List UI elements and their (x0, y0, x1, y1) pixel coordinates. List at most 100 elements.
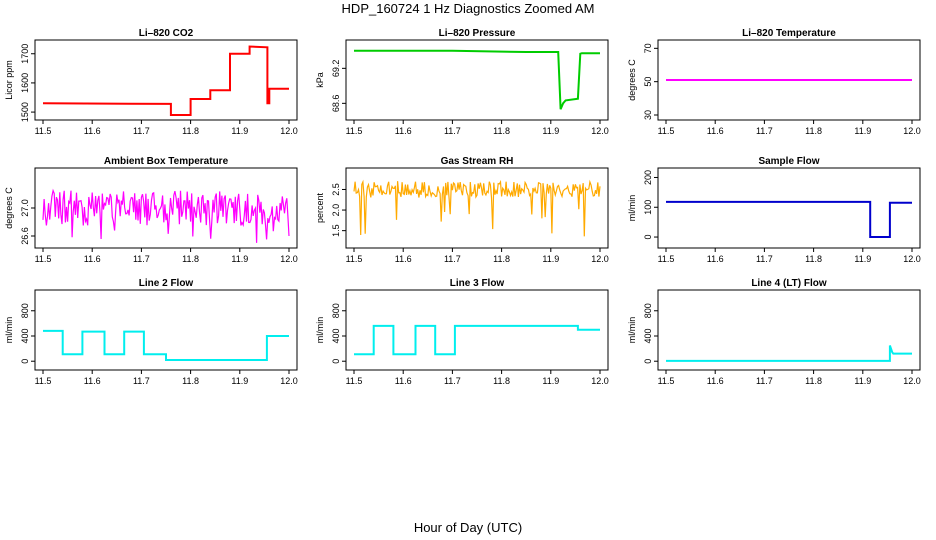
y-tick-label: 400 (20, 328, 30, 343)
panel-title: Line 4 (LT) Flow (751, 278, 827, 289)
y-axis-label: Licor ppm (4, 60, 14, 100)
x-tick-label: 11.8 (805, 376, 822, 386)
y-tick-label: 69.2 (331, 60, 341, 78)
x-tick-label: 12.0 (591, 376, 609, 386)
x-tick-label: 12.0 (591, 254, 609, 264)
x-tick-label: 11.8 (493, 254, 510, 264)
y-tick-label: 1600 (20, 73, 30, 93)
x-tick-label: 11.8 (182, 254, 199, 264)
x-tick-label: 11.6 (707, 376, 724, 386)
y-axis-label: degrees C (4, 187, 14, 229)
plot-frame (657, 39, 921, 121)
y-tick-label: 800 (643, 303, 653, 318)
x-tick-label: 12.0 (903, 254, 921, 264)
figure-xlabel: Hour of Day (UTC) (414, 520, 522, 535)
x-tick-label: 11.7 (756, 254, 773, 264)
y-tick-label: 68.6 (331, 95, 341, 113)
x-tick-label: 11.5 (35, 254, 52, 264)
y-tick-label: 100 (643, 200, 653, 215)
chart-panel-3: Li–820 Temperature degrees C 11.5 11.6 11.7 1… (627, 28, 921, 136)
x-tick-label: 11.9 (231, 126, 248, 136)
plot-frame (345, 289, 609, 371)
x-tick-label: 11.6 (395, 254, 412, 264)
x-tick-label: 12.0 (280, 126, 298, 136)
panel-title: Line 3 Flow (450, 278, 505, 289)
y-tick-label: 70 (643, 43, 653, 53)
y-tick-label: 200 (643, 170, 653, 185)
series-line (666, 200, 912, 238)
x-tick-label: 11.6 (707, 126, 724, 136)
y-tick-label: 0 (643, 359, 653, 364)
x-tick-label: 11.9 (854, 126, 871, 136)
y-tick-label: 2.0 (331, 204, 341, 217)
x-tick-label: 12.0 (591, 126, 609, 136)
panel-title: Sample Flow (758, 156, 819, 167)
plot-frame (34, 289, 298, 371)
figure-title: HDP_160724 1 Hz Diagnostics Zoomed AM (342, 1, 595, 16)
x-tick-label: 11.8 (182, 376, 199, 386)
y-axis-label: kPa (315, 72, 325, 88)
x-tick-label: 11.9 (542, 126, 559, 136)
x-tick-label: 11.7 (133, 254, 150, 264)
x-tick-label: 12.0 (903, 376, 921, 386)
y-tick-label: 1.5 (331, 224, 341, 237)
y-tick-label: 400 (643, 328, 653, 343)
chart-panel-9: Line 4 (LT) Flow ml/min 11.5 11.6 11.7 11.8 11… (627, 278, 921, 386)
x-tick-label: 11.9 (854, 376, 871, 386)
y-tick-label: 0 (20, 359, 30, 364)
x-tick-label: 11.9 (231, 254, 248, 264)
x-tick-label: 11.9 (542, 376, 559, 386)
x-tick-label: 11.5 (35, 376, 52, 386)
y-tick-label: 27.0 (20, 199, 30, 217)
x-tick-label: 11.5 (346, 126, 363, 136)
x-tick-label: 11.6 (395, 376, 412, 386)
x-tick-label: 11.8 (805, 126, 822, 136)
series-line (42, 188, 290, 243)
y-tick-label: 30 (643, 110, 653, 120)
x-tick-label: 11.8 (805, 254, 822, 264)
series-line (353, 179, 601, 237)
plot-frame (34, 39, 298, 121)
y-tick-label: 0 (331, 359, 341, 364)
x-tick-label: 11.5 (35, 126, 52, 136)
x-tick-label: 12.0 (903, 126, 921, 136)
y-axis-label: ml/min (4, 317, 14, 344)
y-axis-label: ml/min (627, 195, 637, 222)
x-tick-label: 11.5 (658, 126, 675, 136)
x-tick-label: 11.8 (493, 126, 510, 136)
panel-title: Line 2 Flow (139, 278, 194, 289)
y-axis-label: degrees C (627, 59, 637, 101)
chart-panel-8: Line 3 Flow ml/min 11.5 11.6 11.7 11.8 11.9 12.… (315, 278, 609, 386)
x-tick-label: 11.8 (182, 126, 199, 136)
series-line (666, 345, 912, 362)
x-tick-label: 11.7 (444, 126, 461, 136)
x-tick-label: 11.5 (346, 376, 363, 386)
x-tick-label: 11.7 (133, 126, 150, 136)
y-axis-label: percent (315, 192, 325, 223)
plot-frame (345, 167, 609, 249)
x-tick-label: 11.6 (707, 254, 724, 264)
x-tick-label: 11.7 (444, 376, 461, 386)
x-tick-label: 11.9 (854, 254, 871, 264)
y-tick-label: 0 (643, 235, 653, 240)
plot-frame (345, 39, 609, 121)
series-line (354, 49, 600, 110)
chart-panel-7: Line 2 Flow ml/min 11.5 11.6 11.7 11.8 11.9 12.… (4, 278, 298, 386)
chart-panel-2: Li–820 Pressure kPa 11.5 11.6 11.7 11.8 11.9 12… (315, 28, 609, 136)
x-tick-label: 12.0 (280, 376, 298, 386)
x-tick-label: 11.5 (658, 254, 675, 264)
x-tick-label: 11.6 (84, 376, 101, 386)
series-line (354, 324, 600, 356)
y-tick-label: 26.6 (20, 227, 30, 245)
panel-title: Li–820 Temperature (742, 28, 836, 39)
chart-panel-1: Li–820 CO2 Licor ppm 11.5 11.6 11.7 11.8 11.9 1… (4, 28, 298, 136)
x-tick-label: 11.5 (346, 254, 363, 264)
series-line (42, 45, 289, 116)
series-line (43, 329, 289, 361)
x-tick-label: 11.8 (493, 376, 510, 386)
x-tick-label: 11.9 (231, 376, 248, 386)
y-tick-label: 800 (20, 303, 30, 318)
y-tick-label: 2.5 (331, 183, 341, 196)
chart-panel-6: Sample Flow ml/min 11.5 11.6 11.7 11.8 11.9 12.… (627, 156, 921, 264)
